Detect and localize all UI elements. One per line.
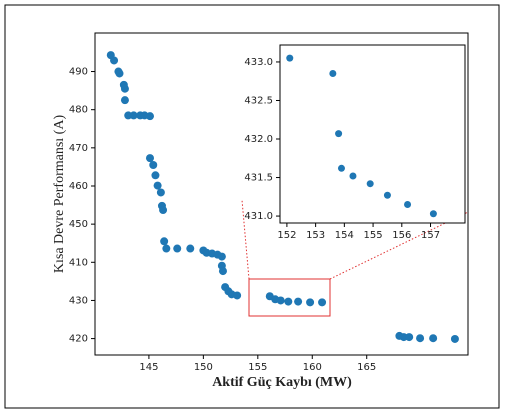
x-axis-label: Aktif Güç Kaybı (MW)	[212, 375, 352, 390]
x-tick-label: 145	[139, 362, 158, 373]
data-point	[115, 69, 124, 78]
data-point	[120, 84, 129, 93]
x-tick-label: 150	[194, 362, 213, 373]
data-point	[416, 334, 425, 343]
data-point	[337, 164, 345, 172]
data-point	[276, 296, 285, 305]
data-point	[159, 206, 168, 215]
data-point	[306, 298, 315, 307]
y-tick-label: 480	[69, 105, 88, 116]
data-point	[217, 252, 226, 261]
data-point	[151, 171, 160, 180]
data-point	[284, 297, 293, 306]
data-point	[383, 191, 391, 199]
x-tick-label: 165	[357, 362, 376, 373]
x-tick-label: 152	[277, 230, 296, 241]
data-point	[429, 334, 438, 343]
data-point	[294, 297, 303, 306]
zoom-box	[248, 278, 331, 317]
x-tick-label: 154	[335, 230, 354, 241]
data-point	[233, 291, 242, 300]
x-tick-label: 153	[306, 230, 325, 241]
y-tick-label: 410	[69, 257, 88, 268]
x-tick-label: 155	[364, 230, 383, 241]
y-tick-label: 450	[69, 219, 88, 230]
x-tick-label: 156	[392, 230, 411, 241]
data-point	[186, 244, 195, 253]
data-point	[318, 298, 327, 307]
data-point	[149, 161, 158, 170]
outer-frame	[4, 4, 500, 409]
data-point	[173, 244, 182, 253]
y-tick-label: 432.5	[244, 95, 273, 106]
data-point	[120, 96, 129, 105]
data-point	[450, 334, 459, 343]
x-tick-label: 160	[303, 362, 322, 373]
plot-area	[279, 44, 466, 224]
x-tick-label: 155	[248, 362, 267, 373]
data-point	[329, 70, 337, 78]
data-point	[160, 237, 169, 246]
y-tick-label: 490	[69, 67, 88, 78]
data-point	[286, 54, 294, 62]
data-point	[129, 111, 138, 120]
data-point	[153, 181, 162, 190]
y-tick-label: 431.0	[244, 211, 273, 222]
data-point	[145, 112, 154, 121]
y-tick-label: 431.5	[244, 173, 273, 184]
y-tick-label: 470	[69, 143, 88, 154]
data-point	[110, 56, 119, 65]
y-axis-label: Kısa Devre Performansı (A)	[52, 115, 67, 274]
data-point	[162, 244, 171, 253]
x-tick-label: 157	[421, 230, 440, 241]
y-tick-label: 432.0	[244, 134, 273, 145]
data-point	[405, 333, 414, 342]
y-tick-label: 420	[69, 334, 88, 345]
inset-plot: 152 153 154 155 156 157 431.0 431.5 432.0 432.5 43…	[244, 44, 466, 241]
zoom-connector	[241, 199, 250, 280]
data-point	[366, 180, 374, 188]
data-point	[145, 154, 154, 163]
y-tick-label: 430	[69, 295, 88, 306]
data-point	[335, 130, 343, 138]
y-tick-label: 433.0	[244, 57, 273, 68]
data-point	[349, 172, 357, 180]
data-point	[429, 210, 437, 218]
y-tick-label: 460	[69, 181, 88, 192]
zoom-connector	[329, 211, 469, 280]
data-point	[404, 201, 412, 209]
data-point	[218, 267, 227, 276]
data-point	[156, 188, 165, 197]
